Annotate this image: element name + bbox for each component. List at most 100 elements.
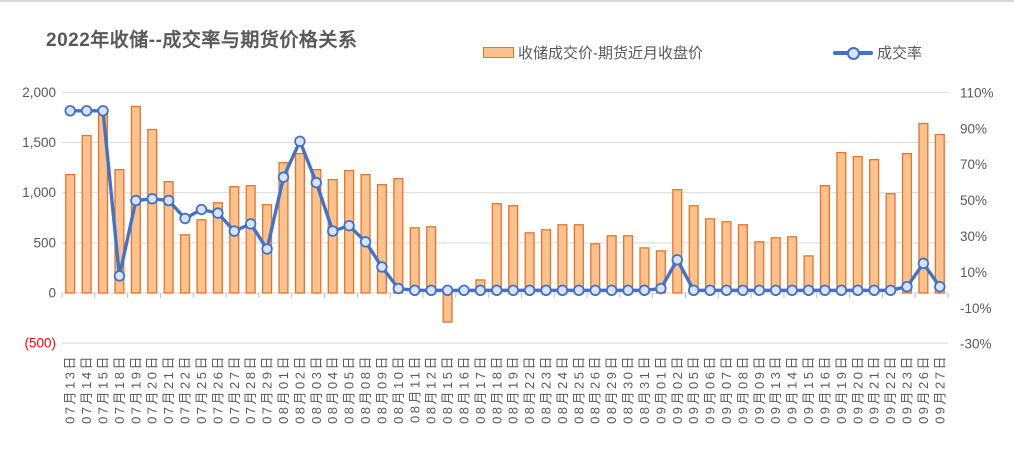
svg-text:08月26日: 08月26日: [588, 354, 603, 424]
svg-text:09月16日: 09月16日: [817, 354, 832, 424]
bar: [721, 221, 732, 294]
bar: [918, 122, 929, 294]
svg-text:07月21日: 07月21日: [161, 354, 176, 424]
line-marker: [310, 176, 323, 189]
bar: [294, 152, 305, 294]
svg-text:08月03日: 08月03日: [309, 354, 324, 424]
line-marker: [261, 243, 273, 255]
line-marker: [540, 284, 552, 297]
line-marker: [441, 284, 454, 297]
svg-text:08月25日: 08月25日: [571, 354, 586, 424]
line-marker: [556, 284, 569, 297]
svg-text:08月08日: 08月08日: [358, 354, 373, 424]
line-marker: [327, 225, 339, 237]
svg-text:1,500: 1,500: [22, 135, 56, 150]
line-marker: [704, 284, 716, 297]
svg-text:08月02日: 08月02日: [292, 354, 307, 424]
svg-text:08月19日: 08月19日: [506, 354, 521, 424]
line-marker: [523, 284, 536, 297]
line-marker: [113, 270, 126, 282]
bar: [885, 193, 896, 294]
bar: [934, 133, 945, 294]
line-marker: [474, 284, 487, 297]
svg-text:07月14日: 07月14日: [79, 354, 94, 424]
chart-title: 2022年收储--成交率与期货价格关系: [46, 30, 358, 51]
svg-text:08月24日: 08月24日: [555, 354, 570, 424]
line-marker: [507, 284, 519, 297]
svg-text:-30%: -30%: [960, 337, 992, 352]
svg-text:09月19日: 09月19日: [834, 354, 849, 424]
price-diff-bars: [65, 105, 945, 323]
bar: [65, 173, 76, 294]
svg-text:09月21日: 09月21日: [867, 354, 882, 424]
svg-text:07月29日: 07月29日: [260, 354, 275, 424]
line-marker: [835, 284, 848, 297]
line-marker: [917, 257, 930, 270]
svg-text:09月08日: 09月08日: [735, 354, 750, 424]
svg-text:(500): (500): [24, 336, 56, 351]
line-marker: [687, 284, 700, 297]
svg-text:09月05日: 09月05日: [686, 354, 701, 424]
bar: [376, 184, 388, 294]
legend-item-line[interactable]: 成交率: [833, 42, 922, 63]
line-marker: [343, 219, 355, 232]
line-marker: [934, 281, 946, 293]
line-marker: [228, 225, 240, 237]
svg-text:09月26日: 09月26日: [916, 354, 931, 424]
line-legend-label: 成交率: [877, 45, 923, 62]
line-marker: [901, 281, 913, 293]
svg-text:500: 500: [33, 235, 56, 250]
bar: [705, 218, 716, 294]
bar: [360, 173, 371, 294]
bar: [540, 229, 552, 294]
svg-text:07月15日: 07月15日: [96, 354, 111, 424]
svg-text:09月20日: 09月20日: [850, 354, 865, 424]
line-marker: [146, 193, 158, 205]
svg-text:110%: 110%: [960, 85, 994, 100]
bar: [524, 232, 535, 294]
line-marker: [819, 284, 831, 297]
line-marker: [671, 254, 683, 266]
line-marker: [573, 284, 585, 297]
svg-text:70%: 70%: [960, 157, 987, 172]
line-marker: [868, 284, 880, 297]
line-marker: [244, 218, 257, 230]
line-marker: [294, 135, 306, 148]
svg-text:07月13日: 07月13日: [63, 354, 78, 424]
svg-text:09月09日: 09月09日: [752, 354, 767, 424]
bar: [787, 236, 798, 294]
line-marker: [852, 284, 864, 297]
svg-text:08月01日: 08月01日: [276, 354, 291, 424]
svg-text:09月01日: 09月01日: [653, 354, 668, 424]
svg-text:0: 0: [48, 286, 56, 301]
svg-text:07月20日: 07月20日: [145, 354, 160, 424]
line-marker: [162, 194, 175, 207]
svg-text:08月16日: 08月16日: [456, 354, 471, 424]
svg-text:08月15日: 08月15日: [440, 354, 455, 424]
svg-text:07月18日: 07月18日: [112, 354, 127, 424]
bar: [311, 168, 322, 294]
svg-text:08月09日: 08月09日: [374, 354, 389, 424]
svg-text:09月27日: 09月27日: [932, 354, 947, 424]
svg-text:08月11日: 08月11日: [407, 354, 422, 423]
svg-text:09月23日: 09月23日: [899, 354, 914, 424]
svg-text:08月29日: 08月29日: [604, 354, 619, 424]
line-marker: [802, 284, 815, 297]
x-axis-labels: 07月13日 07月14日 07月15日 07月18日 07月19日 07月20日 07月2…: [63, 354, 948, 424]
bar: [557, 224, 568, 294]
bar: [491, 203, 502, 294]
category-axis-ticks: [61, 293, 949, 298]
bar: [672, 189, 683, 294]
bar: [852, 155, 863, 294]
bar: [622, 235, 634, 294]
svg-text:10%: 10%: [960, 265, 987, 280]
legend-item-bar[interactable]: 收储成交价-期货近月收盘价: [483, 42, 703, 63]
svg-text:07月27日: 07月27日: [227, 354, 242, 424]
line-marker: [277, 171, 290, 183]
bar: [606, 235, 617, 294]
svg-text:08月10日: 08月10日: [391, 354, 406, 424]
bar: [344, 169, 355, 294]
svg-text:07月25日: 07月25日: [194, 354, 209, 424]
bar: [81, 134, 92, 294]
bar: [147, 128, 158, 294]
